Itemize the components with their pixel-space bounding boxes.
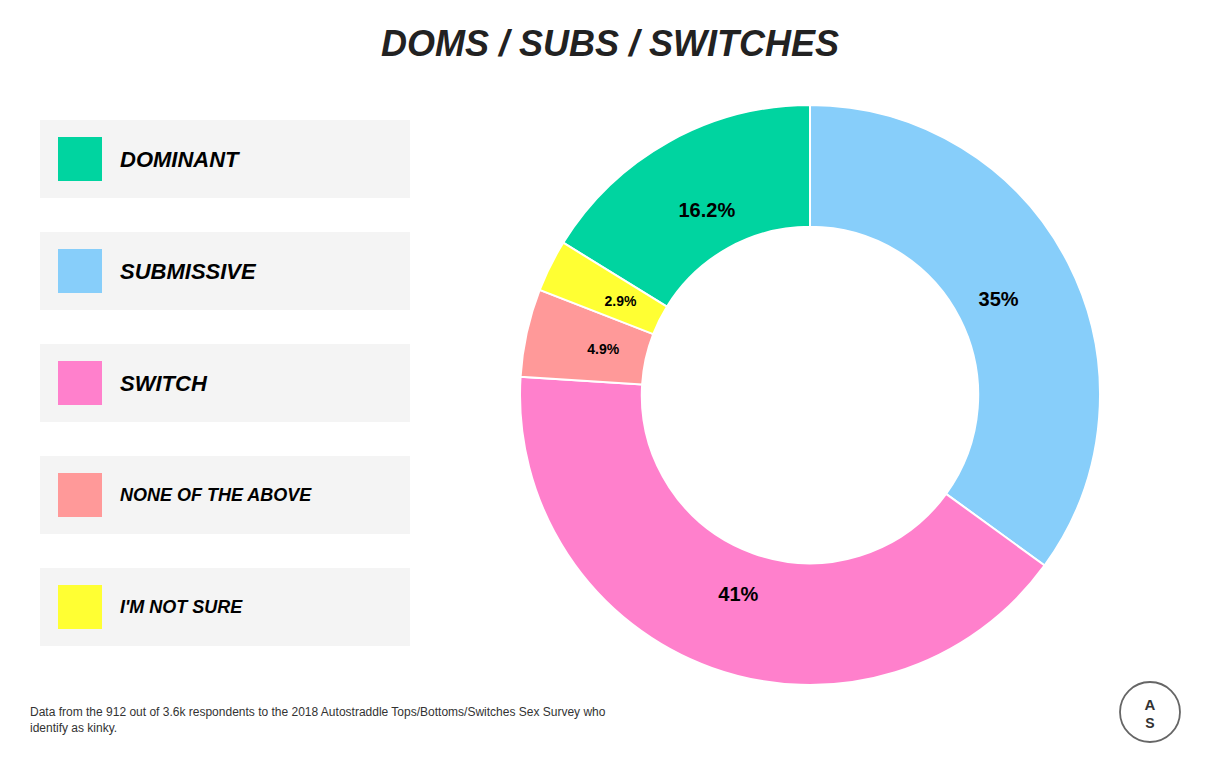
title: DOMS / SUBS / SWITCHES <box>381 23 839 64</box>
legend-label: DOMINANT <box>120 147 240 172</box>
data-label: 35% <box>979 288 1019 310</box>
data-labels: 16.2% 35% 41% 4.9% 2.9% <box>587 199 1019 605</box>
legend-item: SWITCH <box>40 344 410 422</box>
legend-box <box>40 456 410 534</box>
legend-item: DOMINANT <box>40 120 410 198</box>
data-label: 4.9% <box>587 341 619 357</box>
legend-box <box>40 568 410 646</box>
legend: DOMINANT SUBMISSIVE SWITCH NONE OF THE ABOV… <box>40 120 410 646</box>
slices <box>520 105 1100 685</box>
logo-text: A <box>1145 696 1156 713</box>
logo-circle <box>1120 682 1180 742</box>
data-label: 16.2% <box>678 199 735 221</box>
chart: DOMS / SUBS / SWITCHES 16.2% 35% 41% 4.9% 2.9… <box>0 0 1220 769</box>
legend-swatch <box>58 249 102 293</box>
legend-item: SUBMISSIVE <box>40 232 410 310</box>
legend-label: SWITCH <box>120 371 208 396</box>
legend-item: NONE OF THE ABOVE <box>40 456 410 534</box>
legend-swatch <box>58 585 102 629</box>
footer-line: identify as kinky. <box>30 721 117 735</box>
legend-swatch <box>58 137 102 181</box>
legend-item: I'M NOT SURE <box>40 568 410 646</box>
legend-swatch <box>58 473 102 517</box>
footer-line: Data from the 912 out of 3.6k respondent… <box>30 705 606 719</box>
legend-label: I'M NOT SURE <box>120 597 243 617</box>
legend-box <box>40 232 410 310</box>
slice <box>540 243 667 334</box>
slice <box>520 377 1045 685</box>
legend-box <box>40 120 410 198</box>
donut: 16.2% 35% 41% 4.9% 2.9% <box>520 105 1100 685</box>
data-label: 2.9% <box>605 293 637 309</box>
footer: Data from the 912 out of 3.6k respondent… <box>30 705 606 735</box>
legend-swatch <box>58 361 102 405</box>
logo: AS <box>1120 682 1180 742</box>
legend-box <box>40 344 410 422</box>
legend-label: SUBMISSIVE <box>120 259 257 284</box>
data-label: 41% <box>718 583 758 605</box>
logo-text: S <box>1145 715 1154 731</box>
slice <box>810 105 1100 565</box>
legend-label: NONE OF THE ABOVE <box>120 485 312 505</box>
